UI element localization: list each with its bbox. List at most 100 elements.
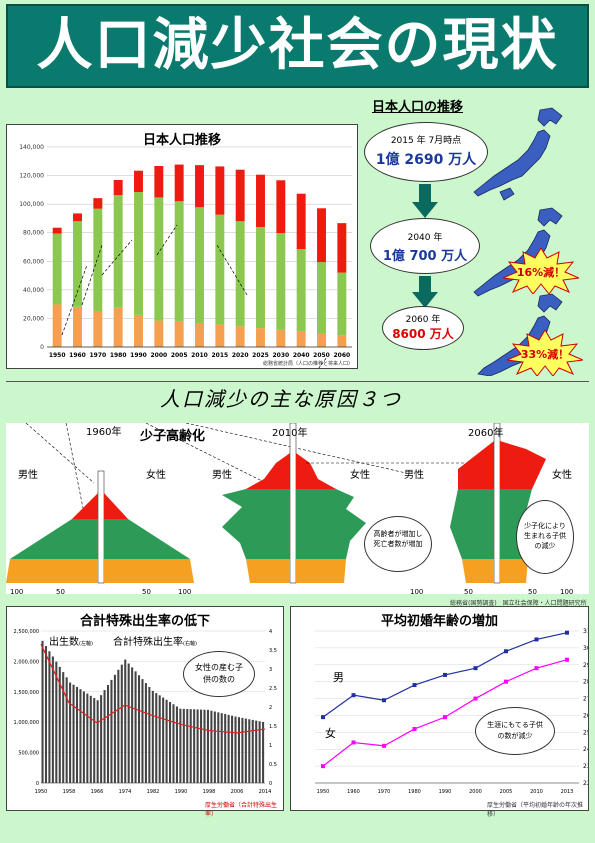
x-tick-label: 1958	[63, 789, 76, 795]
marriage-point	[351, 693, 356, 698]
birth-bar	[103, 690, 106, 783]
birth-bar	[110, 679, 113, 783]
birth-bar	[217, 712, 220, 783]
birth-bar	[65, 677, 68, 783]
pyramid-axis-50: 50	[56, 588, 65, 596]
bar-segment	[215, 166, 225, 215]
y2-tick-label: 2	[269, 705, 272, 711]
y-tick-label: 1,000,000	[14, 720, 39, 726]
birth-bar	[79, 689, 82, 783]
page-title: 人口減少社会の現状	[36, 13, 559, 78]
birth-bar	[141, 679, 144, 783]
y-tick-label: 29	[583, 662, 588, 669]
pyramid-old-male	[458, 441, 494, 489]
pyramid-female-label: 女性	[146, 470, 166, 481]
birth-bar	[55, 661, 58, 783]
down-arrow-icon	[412, 184, 438, 218]
pyramid-axis-100: 100	[178, 588, 192, 596]
x-tick-label: 1980	[408, 789, 421, 795]
pyramid-axis-50: 50	[528, 588, 537, 596]
x-tick-label: 2005	[500, 789, 513, 795]
x-tick-label: 1982	[147, 789, 160, 795]
x-tick-label: 2014	[259, 789, 272, 795]
x-tick-label: 2000	[469, 789, 482, 795]
y-tick-label: 27	[583, 696, 588, 703]
birth-bar	[165, 699, 168, 783]
birth-bar	[210, 710, 213, 783]
pyramid-mid-male	[450, 489, 494, 559]
birth-bar	[44, 646, 48, 783]
bar-segment	[195, 323, 204, 347]
x-tick-label: 1960	[69, 352, 86, 359]
bar-segment	[134, 314, 143, 347]
bar-segment	[195, 165, 204, 208]
bar-segment	[296, 249, 306, 332]
birth-bar	[203, 709, 206, 783]
x-tick-label: 1970	[89, 352, 106, 359]
y2-tick-label: 1	[269, 743, 272, 749]
legend-tfr: 合計特殊出生率(右軸)	[113, 637, 197, 648]
bar-segment	[93, 198, 103, 209]
x-tick-label: 2020	[232, 352, 249, 359]
marriage-point	[504, 679, 508, 684]
marriage-point	[565, 657, 569, 662]
trend-2040-value: 1億 700 万人	[382, 249, 468, 264]
pyramid-male-label: 男性	[212, 470, 232, 481]
bar-segment	[296, 331, 306, 347]
birth-bar	[106, 684, 110, 783]
bar-segment	[317, 208, 326, 263]
bar-segment	[93, 208, 103, 311]
y-tick-label: 28	[583, 679, 588, 686]
x-tick-label: 1960	[347, 789, 360, 795]
x-tick-label: 2060	[333, 352, 350, 359]
y-tick-label: 100,000	[19, 201, 44, 208]
bar-segment	[73, 221, 82, 307]
bar-segment	[154, 320, 164, 347]
birth-bar	[213, 711, 216, 783]
birth-bar	[137, 675, 141, 783]
bar-segment	[154, 197, 164, 321]
birth-bar	[234, 716, 237, 783]
x-tick-label: 1970	[378, 789, 391, 795]
population-chart: 140,000 120,000 100,000 80,000 60,000 40,000 2…	[19, 144, 353, 368]
trend-2015-date: 2015 年 7月時点	[390, 136, 462, 146]
birth-bar	[262, 721, 265, 783]
bar-segment	[113, 195, 123, 308]
bar-segment	[52, 227, 62, 234]
y-tick-label: 23	[583, 763, 588, 770]
trend-heading: 日本人口の推移	[372, 100, 464, 115]
dashed-arrow	[81, 244, 103, 306]
birth-bar	[86, 693, 89, 783]
x-tick-label: 1950	[317, 789, 330, 795]
bar-segment	[296, 193, 306, 249]
bar-segment	[317, 262, 326, 334]
pyramid-axis-100: 100	[410, 588, 424, 596]
birth-bar	[175, 706, 178, 783]
population-source: 総務省統計局（人口の推移と将来人口）	[263, 360, 353, 367]
fertility-chart-title: 合計特殊出生率の低下	[79, 614, 210, 629]
dashed-arrow	[156, 224, 178, 256]
birth-bar	[237, 717, 240, 783]
legend-births: 出生数(左軸)	[49, 637, 93, 648]
birth-bar	[200, 709, 203, 783]
bar-segment	[337, 335, 347, 347]
birth-bar	[151, 690, 154, 783]
pyramid-mid-male	[10, 519, 98, 559]
y2-tick-label: 3	[269, 667, 272, 673]
birth-bar	[224, 714, 227, 783]
marriage-point	[382, 698, 386, 703]
x-tick-label: 2025	[252, 352, 269, 359]
birth-bar	[169, 702, 172, 783]
marriage-chart-title: 平均初婚年齢の増加	[380, 614, 498, 629]
birth-bar	[196, 709, 199, 783]
y-tick-label: 0	[36, 781, 39, 787]
bar-segment	[337, 223, 347, 273]
bar-segment	[52, 304, 62, 347]
birth-bar	[251, 719, 254, 783]
y-tick-label: 60,000	[23, 258, 44, 265]
bar-segment	[134, 192, 143, 315]
bar-segment	[235, 169, 245, 222]
bar-segment	[113, 307, 123, 347]
pyramid-young-female	[500, 559, 528, 583]
pyramid-old-male	[246, 453, 290, 489]
